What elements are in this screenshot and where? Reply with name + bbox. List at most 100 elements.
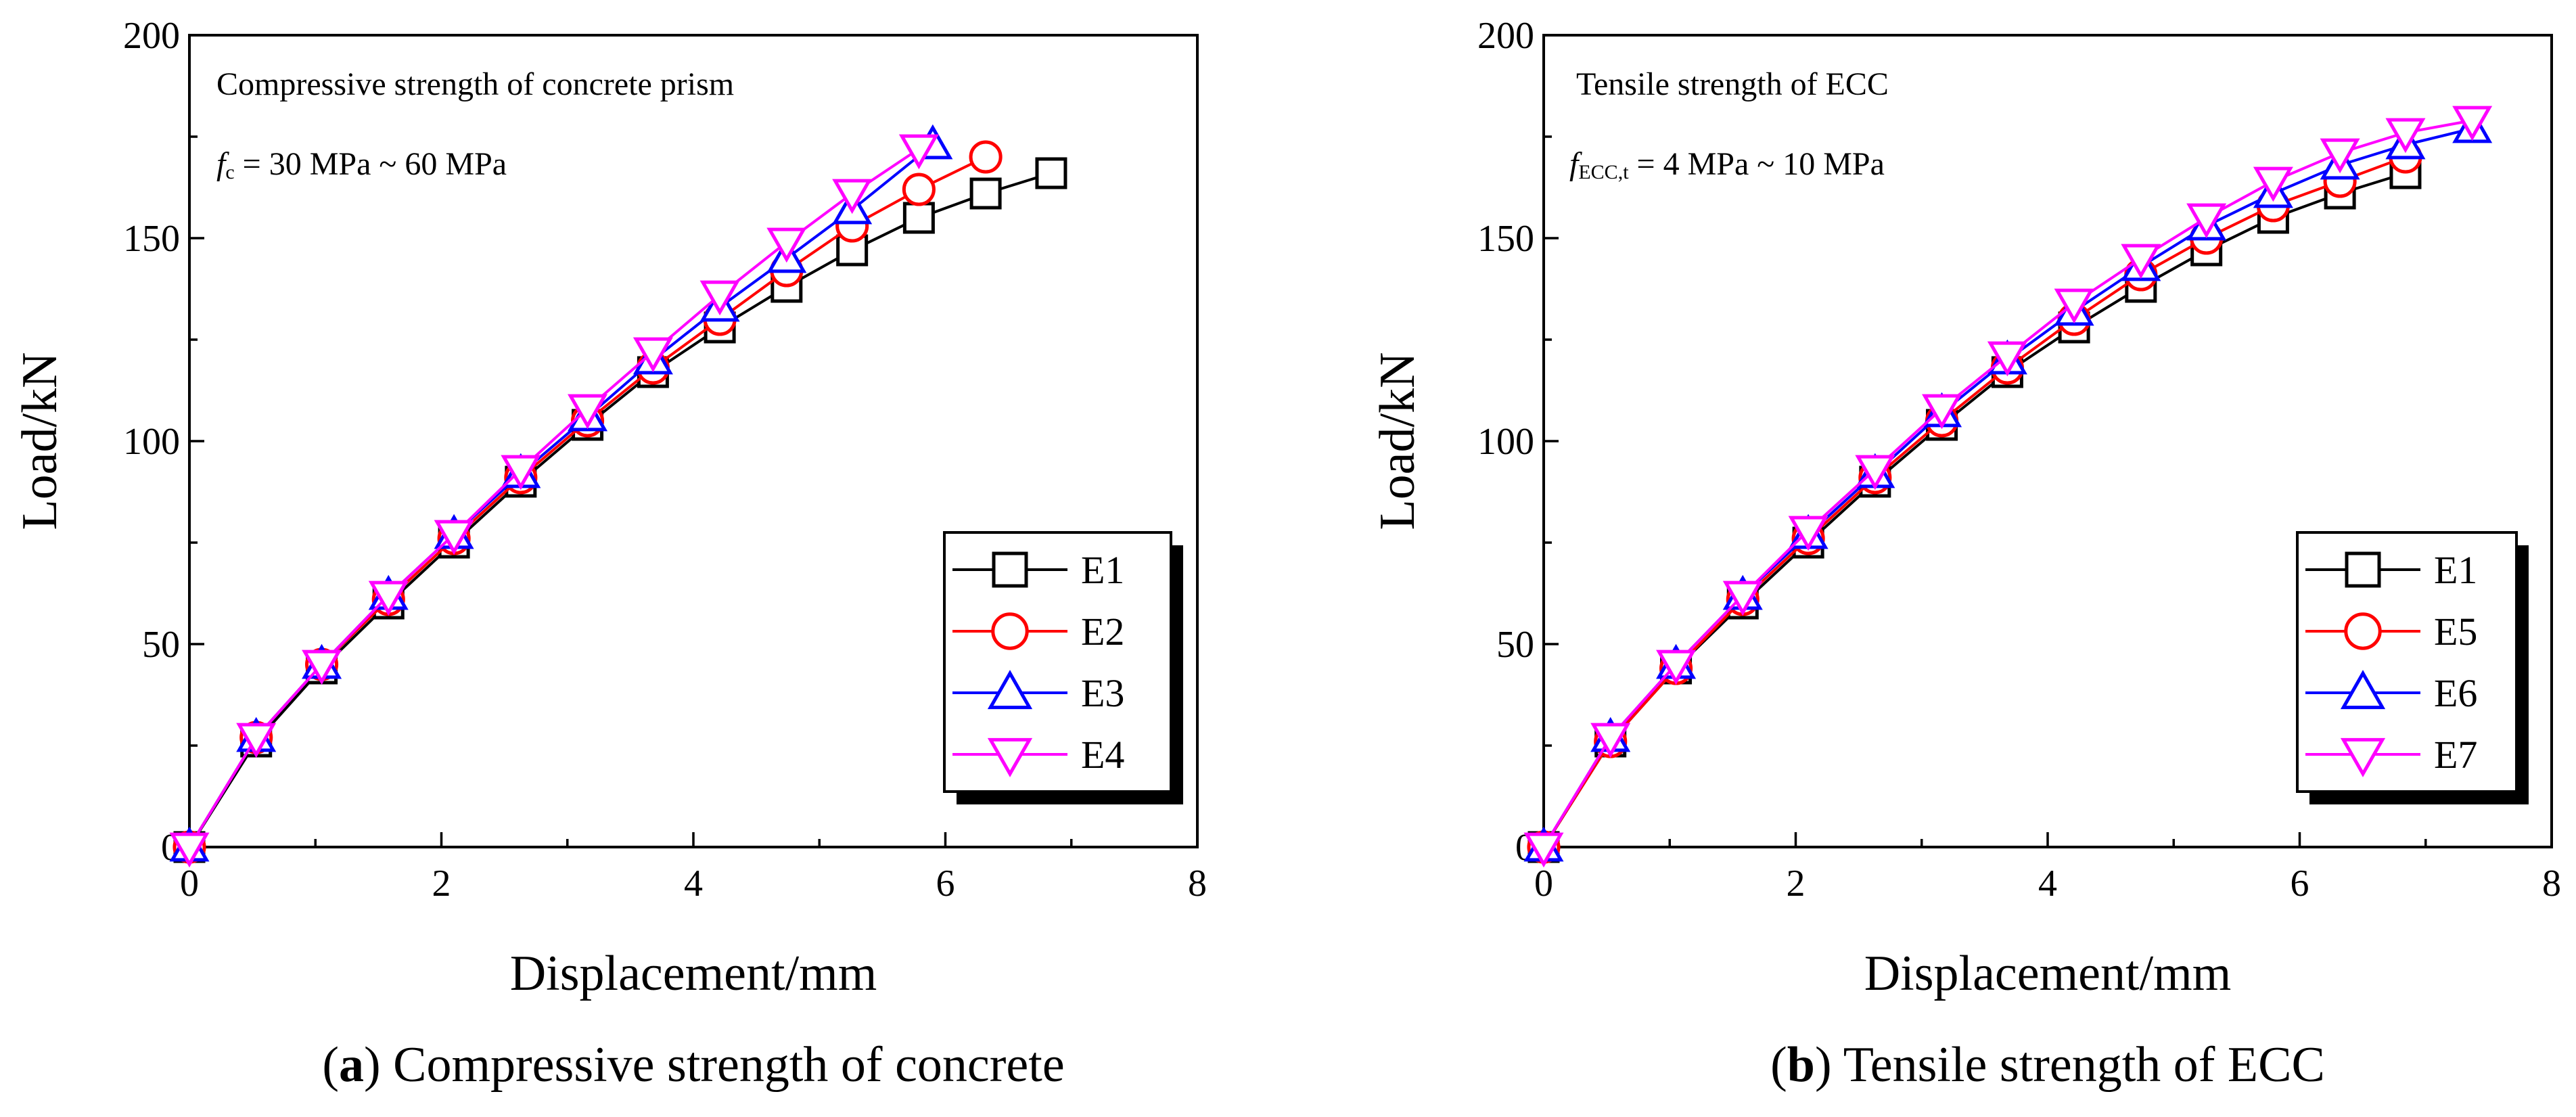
series-line [188,172,1052,848]
param-subscript: c [225,161,234,183]
annotation-parameter: fc = 30 MPa ~ 60 MPa [216,146,507,183]
axis-ticks [1542,34,2553,848]
data-point [1987,341,2027,377]
caption-text: ) Compressive strength of concrete [364,1037,1065,1093]
x-tick-label: 6 [936,863,955,905]
data-point [2320,138,2360,174]
data-point [1035,157,1067,189]
legend-marker [987,670,1033,710]
data-point [2385,118,2426,154]
legend-label: E4 [1081,733,1124,777]
caption-text: ) Tensile strength of ECC [1815,1037,2325,1093]
data-point [969,140,1003,174]
y-tick-label: 150 [1477,218,1534,260]
y-axis-title: Load/kN [12,352,68,530]
panel-caption: (a) Compressive strength of concrete [322,1037,1064,1093]
data-point [898,134,939,170]
data-point [236,723,277,758]
param-range: = 4 MPa ~ 10 MPa [1629,146,1885,182]
data-point [2186,203,2227,239]
data-point [2121,244,2161,279]
x-tick-label: 0 [180,863,199,905]
y-tick-label: 200 [123,15,180,57]
data-point [2253,166,2293,202]
y-axis-title: Load/kN [1370,352,1425,530]
series-E1 [173,157,1067,863]
legend-items: E1 E2 E3 E4 [952,548,1124,777]
data-point [1855,455,1895,491]
annotation-title: Tensile strength of ECC [1576,66,1889,102]
data-point [766,227,807,263]
x-axis-title: Displacement/mm [1864,946,2232,1001]
data-point [2452,106,2493,141]
data-point [902,202,935,234]
legend-marker [2344,612,2382,650]
series-line [1542,172,2406,848]
y-tick-label: 50 [1496,624,1534,666]
x-tick-label: 2 [432,863,451,905]
legend-marker [991,612,1029,650]
param-range: = 30 MPa ~ 60 MPa [235,146,507,182]
caption-letter: a [339,1037,364,1093]
legend-box [2296,531,2518,793]
data-point [1656,649,1697,685]
legend-label: E6 [2434,671,2477,715]
legend-marker [2340,670,2386,710]
series-E1 [1527,157,2422,863]
x-tick-label: 4 [684,863,703,905]
series-E7 [1523,106,2493,868]
caption-letter: b [1787,1037,1815,1093]
legend-label: E1 [2434,548,2477,592]
y-tick-label: 200 [1477,15,1534,57]
y-tick-label: 150 [123,218,180,260]
legend-items: E1 E5 E6 E7 [2305,548,2477,777]
data-point [632,337,673,373]
legend: E1 E2 E3 E4 [943,531,1183,804]
data-point [902,173,936,206]
data-point [434,520,474,555]
legend-label: E3 [1081,671,1124,715]
data-point [169,832,210,868]
legend-label: E1 [1081,548,1124,592]
legend-marker [2345,551,2381,588]
legend-marker [2340,737,2386,777]
data-point [368,580,409,616]
caption-open: ( [322,1037,339,1093]
legend-label: E7 [2434,733,2477,777]
y-tick-label: 100 [123,421,180,463]
data-point [1590,723,1631,758]
x-tick-label: 4 [2038,863,2057,905]
series-E5 [1527,140,2422,864]
data-point [501,455,541,491]
data-point [2054,288,2094,324]
data-point [699,280,740,316]
legend-label: E2 [1081,610,1124,654]
x-axis-title: Displacement/mm [510,946,877,1001]
legend-label: E5 [2434,610,2477,654]
legend-marker [987,737,1033,777]
data-point [1722,580,1763,616]
x-tick-label: 0 [1534,863,1553,905]
series-layer [169,124,1067,868]
param-subscript: ECC,t [1578,161,1629,183]
legend: E1 E5 E6 E7 [2296,531,2529,804]
series-E4 [169,134,939,868]
data-point [836,234,869,267]
data-point [1788,516,1828,551]
x-tick-label: 8 [2542,863,2561,905]
panel-caption: (b) Tensile strength of ECC [1770,1037,2325,1093]
y-tick-label: 100 [1477,421,1534,463]
caption-open: ( [1770,1037,1787,1093]
annotation-parameter: fECC,t = 4 MPa ~ 10 MPa [1569,146,1885,183]
data-point [832,179,873,214]
x-tick-label: 6 [2291,863,2309,905]
annotation-title: Compressive strength of concrete prism [216,66,734,102]
legend-marker [992,551,1028,588]
series-layer [1523,106,2493,868]
data-point [568,394,608,430]
data-point [302,649,342,685]
